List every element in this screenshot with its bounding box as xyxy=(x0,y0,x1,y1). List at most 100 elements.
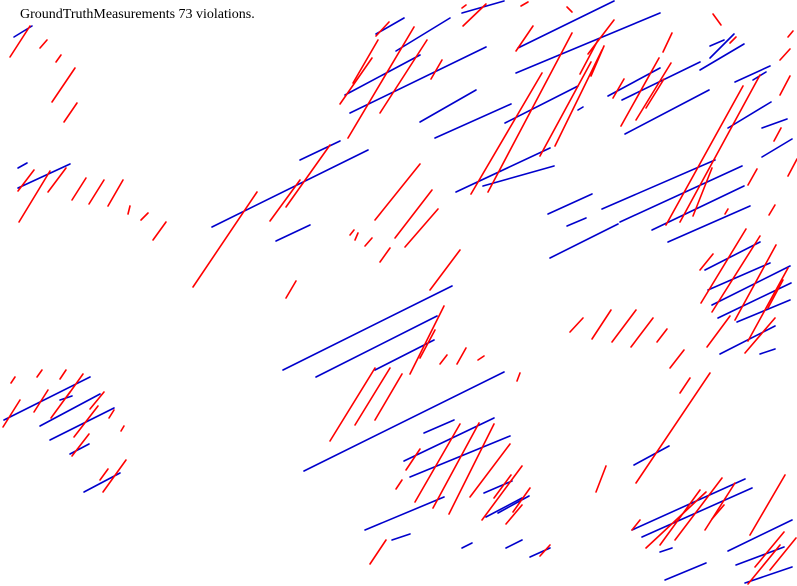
red-segment xyxy=(505,504,523,525)
blue-segment xyxy=(69,443,90,455)
red-segment xyxy=(749,474,786,536)
blue-segment xyxy=(299,140,341,161)
red-segment xyxy=(192,191,258,288)
red-segment xyxy=(140,212,149,221)
red-segment xyxy=(36,369,43,378)
blue-segment xyxy=(349,46,487,114)
blue-segment xyxy=(423,419,455,434)
red-segment xyxy=(108,409,115,419)
blue-segment xyxy=(651,185,745,231)
red-segment xyxy=(55,54,62,63)
red-segment xyxy=(107,179,124,207)
red-segment xyxy=(729,36,737,44)
blue-segment xyxy=(621,61,701,101)
red-segment xyxy=(773,127,782,142)
red-segment xyxy=(779,48,791,61)
red-segment xyxy=(432,422,480,509)
red-segment xyxy=(711,235,761,313)
red-segment xyxy=(379,247,391,263)
red-segment xyxy=(50,391,71,419)
red-segment xyxy=(493,474,512,499)
blue-segment xyxy=(633,445,670,466)
blue-segment xyxy=(455,147,551,193)
blue-segment xyxy=(711,265,791,306)
red-segment xyxy=(700,228,747,304)
blue-segment xyxy=(664,562,707,581)
red-segment xyxy=(635,372,711,484)
red-segment xyxy=(539,544,551,557)
blue-segment xyxy=(709,39,725,47)
red-segment xyxy=(349,229,355,236)
blue-segment xyxy=(624,89,710,135)
red-segment xyxy=(779,75,791,96)
red-segment xyxy=(645,78,665,109)
red-segment xyxy=(768,204,776,216)
red-segment xyxy=(285,144,331,208)
red-segment xyxy=(747,544,781,585)
red-segment xyxy=(429,249,461,291)
red-segment xyxy=(769,537,797,571)
blue-segment xyxy=(699,43,745,71)
red-segment xyxy=(99,468,109,481)
red-segment xyxy=(448,423,495,515)
red-segment xyxy=(704,482,736,531)
red-segment xyxy=(724,208,729,215)
red-segment xyxy=(595,465,607,493)
red-segment xyxy=(712,13,722,26)
red-segment xyxy=(63,102,78,123)
blue-segment xyxy=(395,17,451,52)
red-segment xyxy=(734,244,777,321)
red-segment xyxy=(394,189,433,239)
red-segment xyxy=(2,399,21,428)
red-segment xyxy=(674,477,723,541)
blue-segment xyxy=(549,223,619,259)
blue-segment xyxy=(719,325,776,355)
red-segment xyxy=(374,373,403,421)
red-segment xyxy=(71,433,90,457)
red-segment xyxy=(481,465,523,521)
red-segment xyxy=(747,267,789,342)
blue-segment xyxy=(734,65,771,83)
blue-segment xyxy=(667,205,751,243)
red-segment xyxy=(352,39,379,84)
red-segment xyxy=(414,423,461,503)
red-segment xyxy=(767,279,784,309)
red-segment xyxy=(587,19,615,55)
red-segment xyxy=(405,448,421,471)
blue-segment xyxy=(505,539,523,549)
red-segment xyxy=(59,369,67,380)
red-segment xyxy=(127,205,131,215)
red-segment xyxy=(662,32,673,53)
red-segment xyxy=(469,443,511,498)
blue-segment xyxy=(717,282,792,319)
red-segment xyxy=(347,26,415,139)
red-segment xyxy=(33,389,49,413)
red-segment xyxy=(18,170,51,223)
blue-segment xyxy=(761,138,793,158)
blue-segment xyxy=(517,0,615,49)
red-segment xyxy=(787,158,797,177)
red-segment xyxy=(706,315,731,348)
blue-segment xyxy=(709,33,735,59)
blue-segment xyxy=(727,519,793,552)
red-segment xyxy=(395,479,403,490)
blue-segment xyxy=(744,566,793,584)
blue-segment xyxy=(761,118,788,129)
red-segment xyxy=(354,232,359,241)
red-segment xyxy=(375,21,390,37)
red-segment xyxy=(620,57,660,127)
red-segment xyxy=(339,57,373,105)
red-segment xyxy=(645,491,707,549)
blue-segment xyxy=(727,101,772,129)
blue-segment xyxy=(577,106,584,111)
blue-segment xyxy=(282,285,453,371)
red-segment xyxy=(659,489,701,546)
blue-segment xyxy=(736,299,791,323)
blue-segment xyxy=(211,149,369,228)
red-segment xyxy=(630,317,654,348)
red-segment xyxy=(692,167,713,217)
red-segment xyxy=(152,221,167,241)
red-segment xyxy=(787,30,794,38)
red-segment xyxy=(17,169,35,192)
